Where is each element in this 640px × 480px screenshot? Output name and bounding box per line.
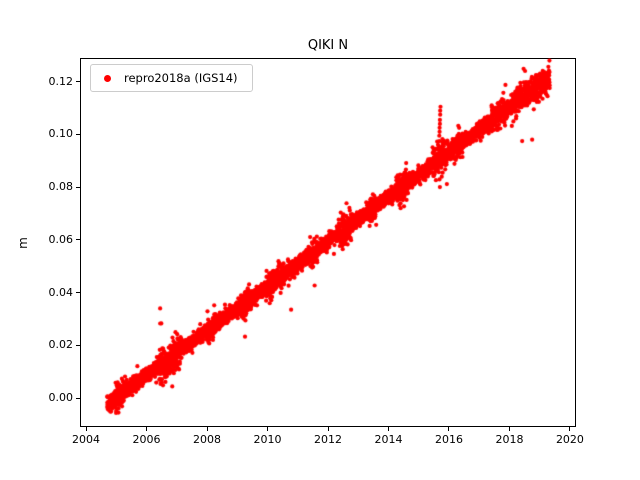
y-tick-mark [76,397,80,399]
y-tick-mark [76,81,80,83]
y-tick-mark [76,186,80,188]
x-tick-label: 2008 [193,433,222,446]
y-tick-label: 0.04 [48,285,74,299]
x-tick-mark [569,427,571,431]
scatter-points-canvas [80,58,576,427]
x-tick-mark [448,427,450,431]
y-tick-label: 0.10 [48,127,74,141]
x-tick-mark [387,427,389,431]
y-tick-mark [76,292,80,294]
y-tick-label: 0.02 [48,338,74,352]
legend-label: repro2018a (IGS14) [124,71,238,85]
plot-title: QIKI N [307,38,349,53]
x-tick-mark [508,427,510,431]
y-tick-mark [76,133,80,135]
y-tick-label: 0.12 [48,74,74,88]
x-tick-mark [267,427,268,431]
y-tick-label: 0.06 [48,232,74,246]
x-tick-label: 2014 [374,433,403,446]
x-tick-label: 2004 [72,433,101,446]
x-tick-mark [327,427,329,431]
x-tick-mark [85,427,87,431]
y-tick-mark [76,344,80,346]
x-tick-label: 2006 [132,433,161,446]
y-tick-label: 0.08 [48,180,74,194]
legend: repro2018a (IGS14) [90,64,253,92]
x-tick-label: 2016 [434,433,463,446]
x-tick-label: 2012 [314,433,342,446]
x-tick-mark [146,427,148,431]
x-tick-label: 2020 [555,433,584,446]
legend-dot-marker-icon [104,74,111,82]
x-tick-label: 2010 [253,433,282,446]
y-axis-label: m [16,237,30,249]
x-tick-label: 2018 [495,433,524,446]
x-tick-mark [206,427,208,431]
y-tick-label: 0.00 [48,391,74,404]
y-tick-mark [76,239,80,241]
